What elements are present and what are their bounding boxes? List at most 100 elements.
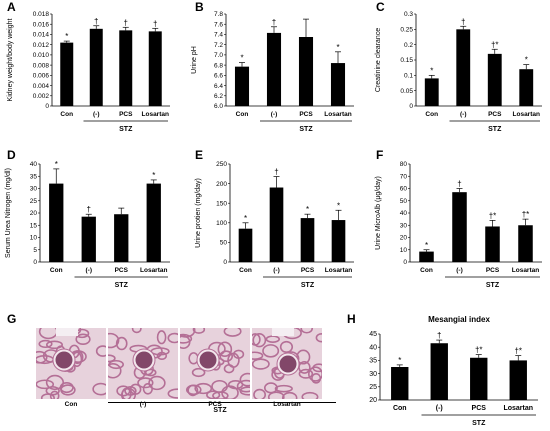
tubule xyxy=(180,328,196,338)
y-tick-label: 20 xyxy=(30,210,38,217)
panel-letter-a: A xyxy=(7,0,16,14)
panel-letter-h: H xyxy=(347,312,356,326)
histology-label: (-) xyxy=(139,401,147,408)
bar xyxy=(60,42,74,106)
tubule xyxy=(191,367,206,378)
tubule xyxy=(156,330,167,345)
y-tick-label: 5 xyxy=(33,247,37,254)
tubule xyxy=(194,382,213,395)
bar xyxy=(300,218,315,262)
y-tick-label: 0.016 xyxy=(33,21,50,28)
y-tick-label: 7.8 xyxy=(214,11,223,18)
tubule xyxy=(36,350,48,364)
chart-kidney-weight: 0 0.002 0.004 0.006 0.008 0.010 0.012 0.014 0.01… xyxy=(7,11,170,133)
y-tick-label: 30 xyxy=(400,222,408,229)
category-label: Con xyxy=(425,111,438,118)
tubule xyxy=(36,379,55,390)
group-label: STZ xyxy=(115,282,129,289)
tubule xyxy=(281,391,298,399)
category-label: PCS xyxy=(115,267,129,274)
y-tick-label: 6.8 xyxy=(214,62,223,69)
tubule xyxy=(206,390,221,399)
bar xyxy=(330,63,346,106)
vessel-lumen xyxy=(56,328,78,336)
category-label: Losartan xyxy=(324,111,351,118)
histology-label: PCS xyxy=(208,401,222,408)
bar xyxy=(487,53,502,106)
tubule xyxy=(148,375,166,391)
tubule xyxy=(262,344,280,358)
significance-mark: †* xyxy=(522,210,530,219)
category-label: (-) xyxy=(271,111,278,118)
group-label: STZ xyxy=(486,282,500,289)
category-label: PCS xyxy=(486,267,500,274)
category-label: Losartan xyxy=(142,111,169,118)
tubule xyxy=(265,335,280,343)
significance-mark: * xyxy=(55,160,58,169)
significance-mark: †* xyxy=(514,347,522,356)
histology-label: Con xyxy=(64,401,78,408)
tubule xyxy=(221,385,239,399)
vessel-lumen xyxy=(272,328,294,336)
category-label: (-) xyxy=(93,111,100,118)
y-tick-label: 80 xyxy=(400,161,408,168)
y-axis-label: Creatinine clearance xyxy=(375,28,382,92)
category-label: PCS xyxy=(299,111,313,118)
y-tick-label: 50 xyxy=(400,198,408,205)
tubule xyxy=(45,374,65,391)
significance-mark: †* xyxy=(489,211,497,220)
category-label: Con xyxy=(239,267,252,274)
tubule xyxy=(223,328,242,337)
y-tick-label: 0.006 xyxy=(33,73,50,80)
bar xyxy=(509,360,527,400)
tubule xyxy=(227,352,240,368)
y-axis-label: Urine MicroAlb (μg/day) xyxy=(375,176,382,250)
group-label: STZ xyxy=(119,126,133,133)
significance-mark: * xyxy=(240,54,243,63)
y-tick-label: 20 xyxy=(400,235,408,242)
y-tick-label: 30 xyxy=(369,371,377,378)
tubule xyxy=(298,368,314,379)
category-label: PCS xyxy=(301,267,315,274)
y-tick-label: 0 xyxy=(45,103,49,110)
histology-image xyxy=(108,328,178,399)
bar xyxy=(298,37,314,106)
bar xyxy=(391,367,409,400)
tubule xyxy=(108,332,120,349)
bar xyxy=(456,29,471,106)
significance-mark: * xyxy=(337,201,340,210)
bar xyxy=(238,228,253,262)
category-label: Con xyxy=(60,111,73,118)
bar xyxy=(424,78,439,106)
bar xyxy=(49,183,64,262)
category-label: Losartan xyxy=(513,111,540,118)
tubule xyxy=(308,366,322,382)
tubule xyxy=(137,377,154,389)
y-tick-label: 35 xyxy=(30,173,38,180)
tubule xyxy=(92,382,106,396)
category-label: Losartan xyxy=(140,267,167,274)
significance-mark: † xyxy=(437,331,441,340)
bar xyxy=(266,32,282,106)
y-tick-label: 0.15 xyxy=(400,57,413,64)
tubule xyxy=(253,388,267,399)
tubule xyxy=(274,384,293,393)
tubule xyxy=(279,340,294,354)
y-tick-label: 7.6 xyxy=(214,21,223,28)
bar xyxy=(81,216,96,262)
tubule xyxy=(131,328,142,334)
significance-mark: †* xyxy=(491,40,499,49)
tubule xyxy=(267,391,285,399)
y-axis-label: Serum Urea Nitrogen (mg/dl) xyxy=(5,168,12,258)
y-tick-label: 6.2 xyxy=(214,93,223,100)
histology-stz-label: STZ xyxy=(213,407,227,414)
y-tick-label: 25 xyxy=(30,198,38,205)
y-tick-label: 0 xyxy=(403,259,407,266)
y-tick-label: 0.1 xyxy=(404,73,413,80)
y-tick-label: 10 xyxy=(30,235,38,242)
panel-letter-e: E xyxy=(195,148,204,162)
category-label: (-) xyxy=(456,267,463,274)
y-tick-label: 6.6 xyxy=(214,73,223,80)
category-label: Losartan xyxy=(503,405,533,412)
category-label: Con xyxy=(236,111,249,118)
